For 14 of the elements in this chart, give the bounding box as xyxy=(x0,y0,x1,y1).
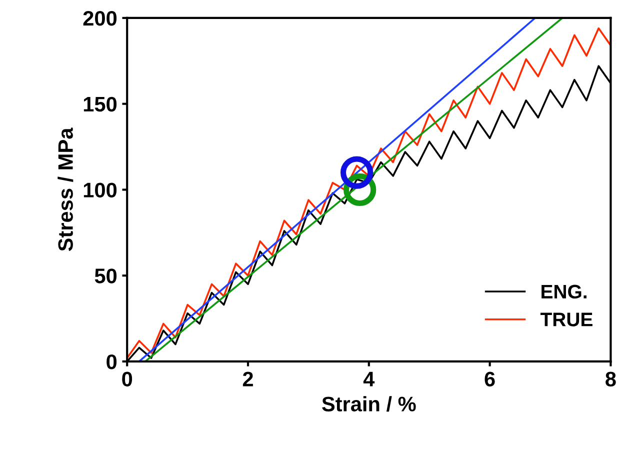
x-tick-label: 2 xyxy=(242,372,253,386)
legend-label: ENG. xyxy=(542,284,586,299)
x-tick-label: 4 xyxy=(363,372,375,386)
x-axis-title: Strain / % xyxy=(322,396,416,412)
x-tick-label: 0 xyxy=(122,372,132,386)
y-tick-label: 100 xyxy=(84,182,117,198)
y-tick-label: 50 xyxy=(94,268,117,284)
x-tick-label: 6 xyxy=(484,372,495,386)
legend-label: TRUE xyxy=(540,312,592,326)
y-axis-title: Stress / MPa xyxy=(58,128,74,252)
y-tick-label: 0 xyxy=(106,354,117,370)
x-tick-label: 8 xyxy=(606,372,616,386)
y-tick-label: 200 xyxy=(83,10,117,26)
y-tick-label: 150 xyxy=(84,96,117,112)
